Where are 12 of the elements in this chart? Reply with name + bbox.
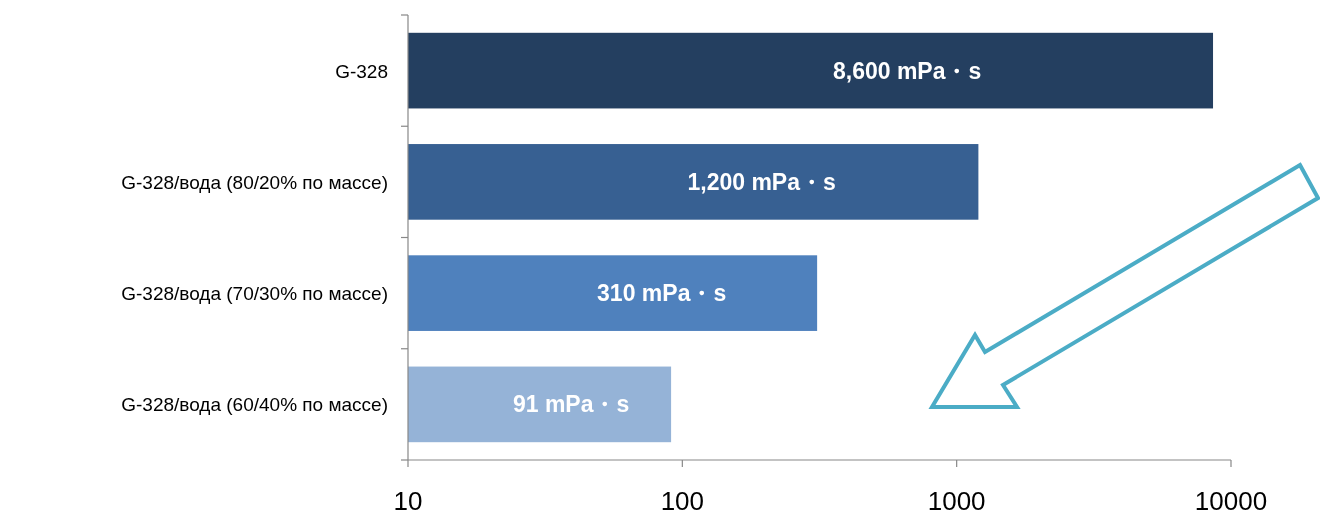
y-tick-label: G-328/вода (60/40% по массе) [121, 394, 388, 416]
data-label: 8,600 mPa・s [832, 57, 982, 84]
data-label: 1,200 mPa・s [687, 168, 836, 195]
data-label: 310 mPa・s [597, 280, 727, 307]
x-tick-label: 100 [660, 486, 705, 516]
x-tick-label: 10000 [1194, 486, 1268, 516]
y-tick-label: G-328/вода (80/20% по массе) [121, 171, 388, 193]
y-tick-label: G-328 [335, 60, 388, 82]
data-label: 91 mPa・s [512, 391, 630, 418]
y-tick-label: G-328/вода (70/30% по массе) [121, 283, 388, 305]
x-tick-label: 1000 [927, 486, 986, 516]
x-tick-label: 10 [393, 486, 423, 516]
